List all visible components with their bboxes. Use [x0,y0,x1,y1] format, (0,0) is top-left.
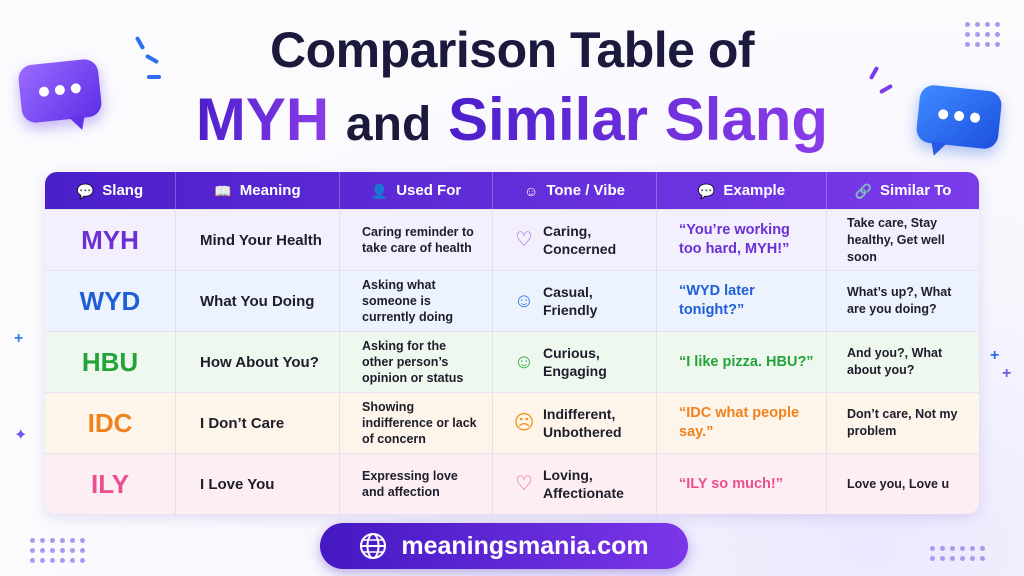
used-for-cell: Caring reminder to take care of health [340,210,493,270]
similar-to-cell: Take care, Stay healthy, Get well soon [847,215,945,264]
example-cell: “I like pizza. HBU?” [657,332,827,392]
table-row: HBU How About You? Asking for the other … [45,331,979,392]
similar-to-cell: Don’t care, Not my problem [847,407,958,438]
comparison-table: 💬 Slang 📖 Meaning 👤 Used For ☺ Tone / Vibe 💬… [45,172,979,514]
header-label: Used For [396,182,462,199]
table-row: MYH Mind Your Health Caring reminder to … [45,209,979,270]
dot-grid-decoration [930,546,985,561]
book-icon: 📖 [214,182,232,199]
header-meaning: 📖 Meaning [176,172,340,209]
table-header: 💬 Slang 📖 Meaning 👤 Used For ☺ Tone / Vibe 💬… [45,172,979,209]
example-cell: “ILY so much!” [657,454,827,514]
header-tone: ☺ Tone / Vibe [493,172,657,209]
chat-bubble-icon: 💬 [76,182,95,199]
header-label: Slang [102,182,144,199]
page-title-line-1: Comparison Table of [269,22,755,78]
table-row: WYD What You Doing Asking what someone i… [45,270,979,331]
slang-term: MYH [45,210,176,270]
meaning-cell: I Love You [176,454,340,514]
example-cell: “WYD later tonight?” [657,271,827,331]
dot-grid-decoration [30,538,85,563]
example-cell: “You’re working too hard, MYH!” [657,210,827,270]
sparkle-icon: + [1002,365,1012,382]
tone-label: Casual, Friendly [543,284,598,318]
link-icon: 🔗 [854,182,873,199]
tone-label: Curious, Engaging [543,345,607,379]
tone-label: Indifferent, Unbothered [543,406,622,440]
similar-to-cell: What’s up?, What are you doing? [847,285,952,316]
tone-label: Caring, Concerned [543,223,617,257]
slang-term: WYD [45,271,176,331]
slang-term: IDC [45,393,176,453]
tone-label: Loving, Affectionate [543,467,624,501]
title-highlight-similar-slang: Similar Slang [447,86,829,153]
smiley-icon: ☺ [513,290,535,312]
page-title-line-2: MYH and Similar Slang [0,84,1024,161]
meaning-cell: I Don’t Care [176,393,340,453]
smiley-icon: ☺ [513,351,535,373]
example-cell: “IDC what people say.” [657,393,827,453]
table-row: ILY I Love You Expressing love and affec… [45,453,979,514]
sparkle-icon: ✦ [14,427,28,444]
header-label: Tone / Vibe [546,182,625,199]
smiley-icon: ☺ [524,182,539,199]
header-similar-to: 🔗 Similar To [827,172,979,209]
tone-cell: ☺ Curious, Engaging [493,332,657,392]
used-for-cell: Showing indifference or lack of concern [340,393,493,453]
tone-cell: ♡ Caring, Concerned [493,210,657,270]
header-label: Similar To [880,182,952,199]
neutral-face-icon: ☹ [513,412,535,434]
chat-bubble-icon: 💬 [697,182,716,199]
header-used-for: 👤 Used For [340,172,493,209]
person-icon: 👤 [370,182,389,199]
title-and: and [345,98,432,151]
slang-term: HBU [45,332,176,392]
heart-icon: ♡ [515,473,533,495]
used-for-cell: Asking for the other person’s opinion or… [340,332,493,392]
table-row: IDC I Don’t Care Showing indifference or… [45,392,979,453]
tone-cell: ♡ Loving, Affectionate [493,454,657,514]
header-label: Meaning [239,182,301,199]
dot-grid-decoration [965,22,1000,47]
sparkle-icon: + [990,347,1000,364]
slang-term: ILY [45,454,176,514]
similar-to-cell: Love you, Love u [847,476,950,491]
header-example: 💬 Example [657,172,827,209]
tone-cell: ☹ Indifferent, Unbothered [493,393,657,453]
header-label: Example [723,182,786,199]
website-url: meaningsmania.com [401,531,649,560]
used-for-cell: Expressing love and affection [340,454,493,514]
header-slang: 💬 Slang [45,172,176,209]
title-highlight-myh: MYH [195,86,330,153]
globe-icon [360,533,387,559]
meaning-cell: Mind Your Health [176,210,340,270]
meaning-cell: What You Doing [176,271,340,331]
used-for-cell: Asking what someone is currently doing [340,271,493,331]
website-link[interactable]: meaningsmania.com [320,523,688,569]
tone-cell: ☺ Casual, Friendly [493,271,657,331]
similar-to-cell: And you?, What about you? [847,346,943,377]
meaning-cell: How About You? [176,332,340,392]
heart-icon: ♡ [515,229,533,251]
sparkle-icon: + [14,330,24,347]
